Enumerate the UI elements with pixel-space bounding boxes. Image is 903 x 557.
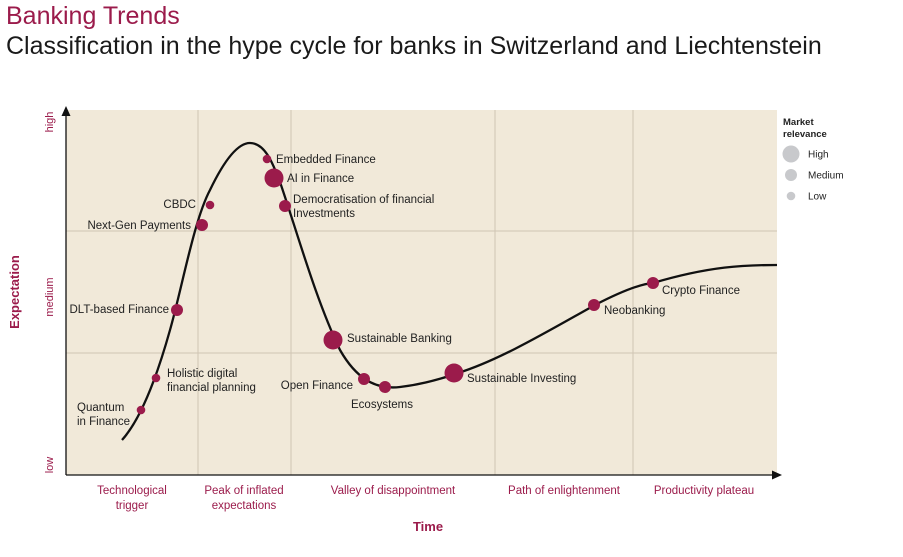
point-label-neobanking: Neobanking [604,305,665,317]
point-quantum-in-finance [136,405,146,415]
y-tick-label-low: low [44,457,56,474]
point-crypto-finance [647,277,659,289]
point-dlt-based-finance [171,304,183,316]
y-axis-title: Expectation [7,255,22,329]
legend-dot-medium [785,169,797,181]
point-embedded-finance [262,154,272,164]
point-neobanking [588,299,600,311]
y-tick-label-high: high [44,112,56,133]
point-label-democratisation-of-financial-investments: Democratisation of financial Investments [293,194,434,220]
legend-label-medium: Medium [808,171,844,182]
point-label-crypto-finance: Crypto Finance [662,285,740,297]
point-sustainable-investing [444,363,464,383]
y-axis-arrow [61,106,71,116]
point-democratisation-of-financial-investments [279,200,291,212]
point-label-embedded-finance: Embedded Finance [276,154,376,166]
legend-label-low: Low [808,192,827,203]
point-holistic-digital-financial-planning [151,373,161,383]
point-label-sustainable-investing: Sustainable Investing [467,373,576,385]
point-label-quantum-in-finance: Quantum in Finance [77,402,130,428]
x-axis-title: Time [413,519,443,534]
point-next-gen-payments [196,219,208,231]
point-label-ecosystems: Ecosystems [351,399,413,411]
legend-dot-high [782,145,800,163]
legend-dot-low [786,191,796,201]
point-label-ai-in-finance: AI in Finance [287,173,354,185]
point-label-next-gen-payments: Next-Gen Payments [87,220,191,232]
phase-label-peak-of-inflated-expectations: Peak of inflated expectations [204,485,283,512]
point-label-holistic-digital-financial-planning: Holistic digital financial planning [167,368,256,394]
legend-label-high: High [808,150,829,161]
phase-label-valley-of-disappointment: Valley of disappointment [331,485,456,497]
x-axis-arrow [772,470,782,480]
point-label-sustainable-banking: Sustainable Banking [347,333,452,345]
point-label-cbdc: CBDC [163,199,196,211]
phase-label-technological-trigger: Technological trigger [97,485,167,512]
point-label-dlt-based-finance: DLT-based Finance [69,304,169,316]
y-tick-label-medium: medium [44,277,56,316]
brand-title: Banking Trends [6,2,180,30]
hype-curve [121,141,778,441]
legend-title: Market relevance [783,117,827,140]
page-title: Classification in the hype cycle for ban… [6,32,822,60]
plot-background [66,110,777,475]
phase-label-path-of-enlightenment: Path of enlightenment [508,485,621,497]
phase-label-productivity-plateau: Productivity plateau [654,485,754,497]
point-label-open-finance: Open Finance [281,380,353,392]
point-ai-in-finance [264,168,284,188]
point-sustainable-banking [323,330,343,350]
point-ecosystems [379,381,391,393]
point-cbdc [205,200,215,210]
point-open-finance [358,373,370,385]
